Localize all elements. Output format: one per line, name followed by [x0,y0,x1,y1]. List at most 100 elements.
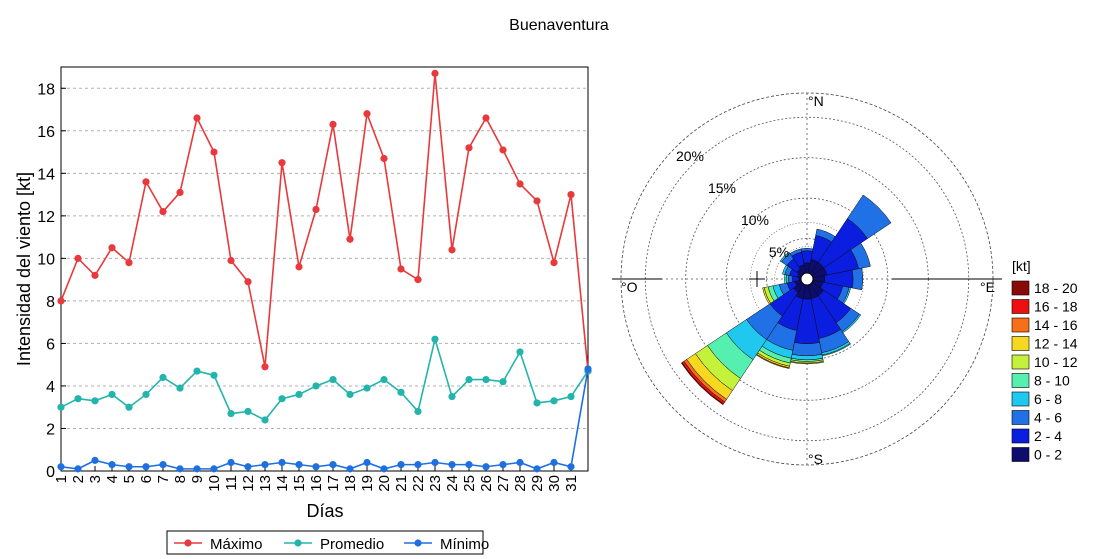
legend-label: Promedio [320,536,384,553]
x-tick-label: 16 [308,475,325,492]
line-series [57,69,592,473]
data-point [57,403,65,411]
data-point [108,244,116,252]
rose-radial-label: 20% [676,148,704,164]
data-point [414,276,422,284]
data-point [380,465,388,473]
legend-marker [184,539,192,547]
rose-petal-sse [806,278,851,357]
y-tick-label: 8 [46,294,55,311]
data-point [261,461,269,469]
y-tick-label: 18 [37,81,55,98]
data-point [227,458,235,467]
data-point [516,458,524,467]
rose-petal-ne [806,194,892,280]
x-tick-label: 26 [478,475,495,492]
data-point [261,363,269,371]
data-point [465,144,473,152]
x-tick-label: 12 [240,475,257,492]
x-tick-label: 11 [223,475,240,491]
data-point [567,463,575,471]
rose-legend-label: 6 - 8 [1034,391,1062,407]
data-point [482,114,490,122]
rose-legend-swatch [1011,299,1030,314]
data-point [210,148,218,156]
data-point [57,463,65,471]
rose-legend-swatch [1011,280,1030,296]
x-tick-label: 10 [206,475,223,492]
data-point [74,254,82,262]
data-point [567,190,575,199]
x-tick-label: 17 [325,475,342,492]
x-tick-label: 28 [512,475,529,492]
data-point [448,461,456,469]
rose-segment [762,287,772,305]
data-point [108,461,116,469]
data-point [499,461,507,469]
y-axis-ticks: 0 2 4 6 8 10 12 14 16 18 [37,81,66,481]
x-tick-label: 6 [138,475,155,483]
data-point [142,390,150,399]
rose-legend-label: 14 - 16 [1034,317,1078,333]
rose-radial-label: 5% [769,244,789,260]
rose-legend-label: 12 - 14 [1034,336,1078,352]
data-point [159,207,167,216]
y-tick-label: 6 [46,336,55,353]
data-point [91,397,99,405]
y-tick-label: 14 [37,166,55,183]
series-line [60,73,589,372]
data-point [295,461,303,469]
x-tick-label: 20 [376,475,393,492]
data-point [329,375,337,384]
data-point [499,378,507,386]
data-point [550,397,558,405]
rose-legend-label: 0 - 2 [1034,447,1062,463]
data-point [482,463,490,471]
rose-overlay: 5%10% 15%20% °N °E °S °O [612,93,1002,467]
x-tick-label: 31 [563,475,580,492]
series-mínimo [57,365,592,473]
data-point [91,271,99,279]
rose-legend-label: 10 - 12 [1034,354,1078,370]
data-point [278,159,286,167]
x-axis-label: Días [306,501,343,521]
data-point [125,403,133,411]
data-point [516,348,524,356]
x-tick-label: 25 [461,475,478,492]
data-point [227,409,235,418]
rose-legend-label: 16 - 18 [1034,299,1078,315]
data-point [431,69,439,77]
rose-segment [851,267,864,291]
legend-marker [414,539,422,547]
rose-petal-ssw [755,278,808,369]
rose-segment [788,275,794,283]
data-point [346,465,354,473]
rose-segment [784,274,787,284]
x-tick-label: 18 [342,475,359,492]
wind-rose-chart: 5%10% 15%20% °N °E °S °O [kt]18 - 20 16 - 18 14… [612,92,1078,467]
data-point [74,395,82,403]
rose-legend-swatch [1011,317,1030,333]
data-point [312,382,320,390]
rose-petal-wsw [762,278,808,305]
rose-legend-swatch [1011,373,1030,388]
data-point [363,110,371,118]
rose-petal-s [790,278,824,365]
data-point [397,461,405,469]
x-tick-label: 8 [172,475,189,483]
x-tick-label: 30 [546,475,563,492]
data-point [176,188,184,197]
data-point [125,259,133,267]
rose-segment [847,194,892,239]
rose-wedges [680,194,892,406]
data-point [142,178,150,186]
x-tick-label: 14 [274,475,291,492]
data-point [329,461,337,469]
data-point [261,416,269,424]
data-point [74,465,82,473]
rose-cardinal-label: °S [808,451,823,467]
x-tick-label: 24 [444,475,461,492]
data-point [244,278,252,286]
data-point [550,259,558,267]
data-point [142,463,150,471]
